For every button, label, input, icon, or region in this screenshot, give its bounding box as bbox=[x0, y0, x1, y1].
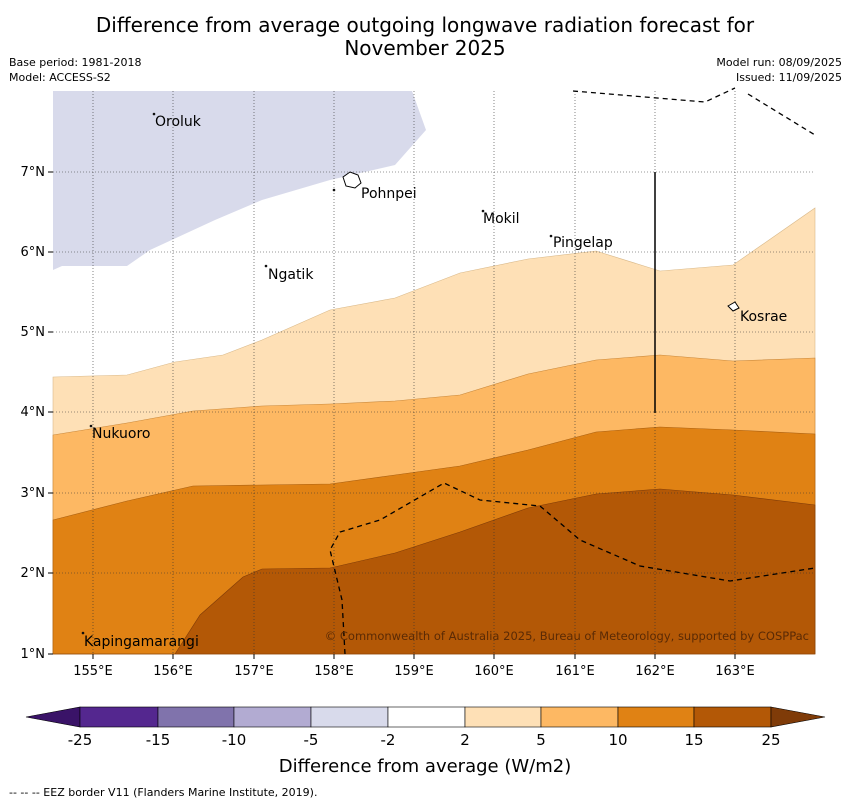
colorbar-tick: -2 bbox=[381, 731, 396, 749]
y-tick: 2°N bbox=[21, 566, 46, 581]
pingelap-dot bbox=[549, 234, 553, 238]
colorbar-swatch bbox=[464, 706, 542, 728]
model-run: Model run: 08/09/2025 bbox=[716, 56, 842, 69]
y-tick: 4°N bbox=[21, 405, 46, 420]
colorbar-tick: -25 bbox=[68, 731, 93, 749]
copyright-note: © Commonwealth of Australia 2025, Bureau… bbox=[325, 629, 809, 643]
label-kosrae: Kosrae bbox=[740, 309, 787, 325]
colorbar-tick: 10 bbox=[608, 731, 627, 749]
island-shapes bbox=[81, 112, 740, 635]
colorbar bbox=[25, 706, 826, 728]
ngatik-dot bbox=[264, 264, 268, 268]
y-axis-labels: 1°N 2°N 3°N 4°N 5°N 6°N 7°N bbox=[21, 165, 46, 662]
colorbar-under-arrow bbox=[25, 706, 81, 728]
colorbar-swatch bbox=[310, 706, 389, 728]
x-tick: 160°E bbox=[474, 664, 514, 679]
colorbar-swatch bbox=[540, 706, 619, 728]
x-axis-labels: 155°E 156°E 157°E 158°E 159°E 160°E 161°… bbox=[73, 664, 755, 679]
label-mokil: Mokil bbox=[483, 211, 520, 227]
y-tick: 3°N bbox=[21, 486, 46, 501]
eez-footnote: -- -- -- EEZ border V11 (Flanders Marine… bbox=[9, 786, 318, 799]
x-tick: 155°E bbox=[73, 664, 113, 679]
x-tick: 159°E bbox=[394, 664, 434, 679]
colorbar-tick: -15 bbox=[146, 731, 171, 749]
colorbar-tick: 15 bbox=[684, 731, 703, 749]
colorbar-swatch bbox=[387, 706, 466, 728]
colorbar-swatch bbox=[233, 706, 312, 728]
kapingamarangi-dot bbox=[81, 631, 85, 635]
label-oroluk: Oroluk bbox=[155, 114, 202, 130]
meta-right: Model run: 08/09/2025 Issued: 11/09/2025 bbox=[716, 55, 842, 85]
label-pohnpei: Pohnpei bbox=[361, 186, 417, 202]
y-tick: 1°N bbox=[21, 647, 46, 662]
pohnpei-shape bbox=[342, 171, 362, 189]
y-tick: 5°N bbox=[21, 325, 46, 340]
x-tick: 161°E bbox=[555, 664, 595, 679]
issued-date: Issued: 11/09/2025 bbox=[735, 71, 842, 84]
region-minus5 bbox=[53, 91, 426, 270]
title-line-1: Difference from average outgoing longwav… bbox=[95, 13, 755, 37]
kosrae-shape bbox=[727, 301, 740, 312]
colorbar-over-arrow bbox=[770, 706, 826, 728]
x-tick: 157°E bbox=[234, 664, 274, 679]
colorbar-swatch bbox=[693, 706, 772, 728]
label-ngatik: Ngatik bbox=[268, 267, 314, 283]
colorbar-tick: 5 bbox=[536, 731, 546, 749]
forecast-map: Oroluk Pohnpei Mokil Pingelap Ngatik Kos… bbox=[21, 87, 826, 777]
y-tick: 6°N bbox=[21, 245, 46, 260]
colorbar-tick: -10 bbox=[222, 731, 247, 749]
mokil-dot bbox=[481, 209, 485, 213]
colorbar-swatch bbox=[157, 706, 235, 728]
colorbar-swatch bbox=[79, 706, 159, 728]
island-labels: Oroluk Pohnpei Mokil Pingelap Ngatik Kos… bbox=[84, 114, 787, 650]
x-tick: 162°E bbox=[635, 664, 675, 679]
title-line-2: November 2025 bbox=[344, 36, 506, 60]
x-tick: 156°E bbox=[153, 664, 193, 679]
model-name: Model: ACCESS-S2 bbox=[9, 71, 111, 84]
colorbar-tick: 25 bbox=[761, 731, 780, 749]
map-title: Difference from average outgoing longwav… bbox=[0, 14, 850, 60]
eez-border bbox=[329, 87, 816, 655]
label-nukuoro: Nukuoro bbox=[92, 426, 150, 442]
ant-atoll-dot bbox=[332, 188, 336, 192]
oroluk-dot bbox=[152, 112, 156, 116]
y-tick: 7°N bbox=[21, 165, 46, 180]
colorbar-ticks: -25 -15 -10 -5 -2 2 5 10 15 25 bbox=[68, 731, 781, 749]
x-tick: 163°E bbox=[715, 664, 755, 679]
x-tick: 158°E bbox=[314, 664, 354, 679]
region-15to25 bbox=[53, 488, 816, 655]
nukuoro-dot bbox=[89, 424, 93, 428]
colorbar-label: Difference from average (W/m2) bbox=[279, 756, 571, 777]
label-pingelap: Pingelap bbox=[553, 235, 613, 251]
colorbar-swatch bbox=[617, 706, 695, 728]
label-kapingamarangi: Kapingamarangi bbox=[84, 634, 199, 650]
colorbar-tick: -5 bbox=[304, 731, 319, 749]
axis-ticks bbox=[48, 171, 736, 659]
base-period: Base period: 1981-2018 bbox=[9, 56, 142, 69]
meta-left: Base period: 1981-2018 Model: ACCESS-S2 bbox=[9, 55, 141, 85]
colorbar-tick: 2 bbox=[460, 731, 470, 749]
